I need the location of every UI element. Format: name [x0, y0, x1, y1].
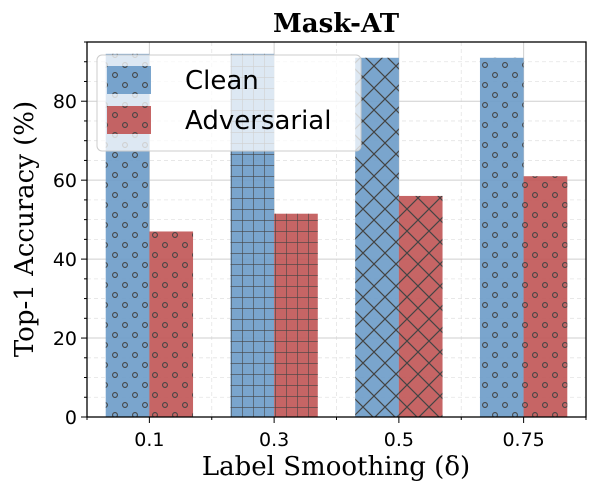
legend-label-adversarial: Adversarial: [185, 106, 331, 136]
legend-swatch-clean-hatch: [107, 66, 151, 94]
legend-frame: [96, 54, 362, 152]
bar-hatch-clean-0.75: [479, 57, 524, 417]
y-tick-label: 60: [53, 170, 77, 192]
legend: Clean Adversarial: [96, 54, 362, 152]
bar-hatch-adversarial-0.5: [398, 195, 443, 417]
y-axis-label: Top-1 Accuracy (%): [10, 101, 40, 357]
x-axis-label: Label Smoothing (δ): [202, 452, 470, 482]
chart-title: Mask-AT: [273, 9, 400, 39]
bars: [105, 53, 568, 418]
x-tick-label: 0.5: [384, 429, 414, 451]
x-tick-label: 0.3: [259, 429, 289, 451]
legend-swatch-adversarial-hatch: [107, 106, 151, 134]
x-tick-label: 0.75: [502, 429, 544, 451]
bar-hatch-adversarial-0.3: [274, 213, 318, 417]
y-tick-label: 80: [53, 91, 77, 113]
y-tick-label: 0: [65, 407, 77, 429]
bar-hatch-adversarial-0.75: [523, 176, 568, 417]
bar-hatch-clean-0.5: [355, 57, 399, 417]
x-tick-label: 0.1: [134, 429, 164, 451]
legend-label-clean: Clean: [185, 66, 259, 96]
ticks: 0 20 40 60 80 0.1 0.3 0.5 0.75: [53, 41, 587, 451]
y-tick-label: 40: [53, 249, 77, 271]
bar-hatch-adversarial-0.1: [149, 231, 194, 417]
y-tick-label: 20: [53, 328, 77, 350]
